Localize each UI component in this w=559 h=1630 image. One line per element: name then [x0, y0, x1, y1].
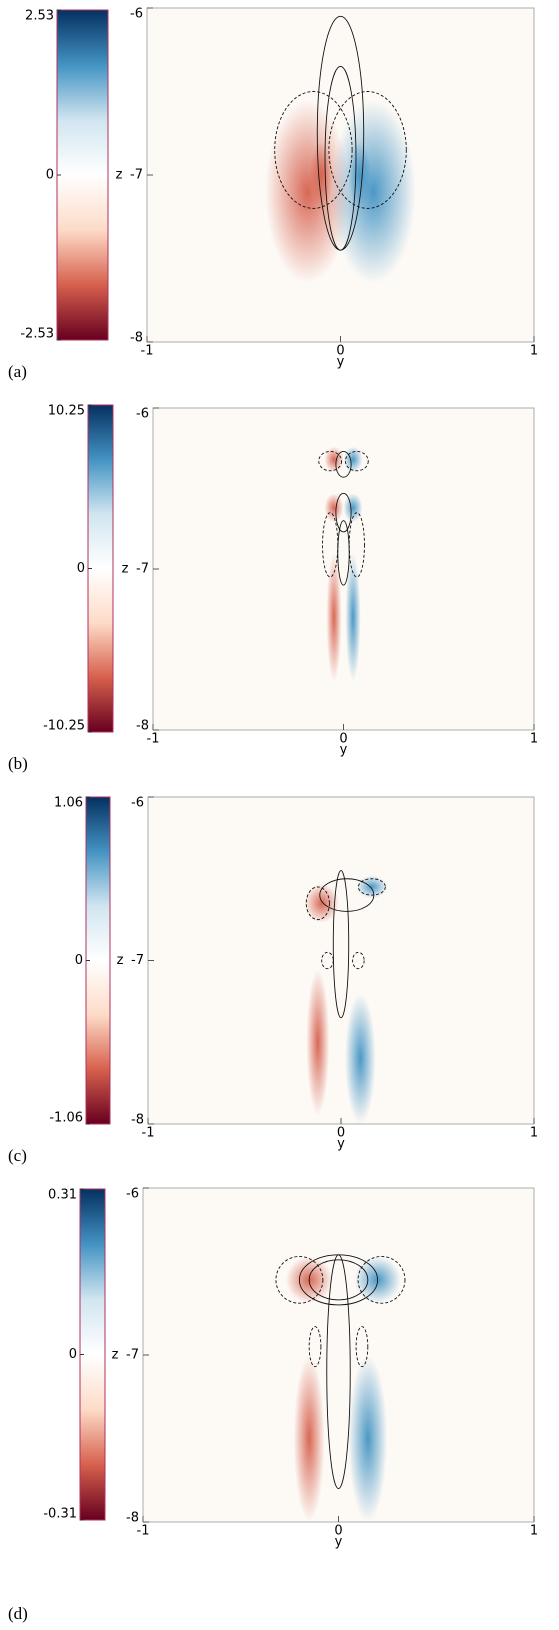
x-tick-label: 0	[336, 344, 344, 359]
plot-area	[148, 797, 534, 1124]
x-tick-label: 1	[530, 344, 538, 359]
contour	[308, 1326, 322, 1368]
x-axis-label: y	[337, 355, 345, 370]
contour	[324, 66, 357, 251]
field-blob	[343, 493, 363, 523]
colorbar-tick-label: -10.25	[43, 719, 85, 734]
contour	[318, 451, 343, 472]
x-tick-label: 1	[530, 732, 538, 747]
contour	[344, 451, 369, 472]
y-tick-label: -7	[131, 953, 144, 968]
y-tick-label: -6	[131, 796, 144, 811]
y-tick-label: -6	[126, 1187, 139, 1202]
contour	[321, 951, 334, 970]
y-tick-label: -8	[126, 1511, 139, 1526]
contour	[355, 1326, 369, 1368]
field-blob	[324, 446, 344, 473]
y-tick-label: -8	[131, 1113, 144, 1128]
field-blob	[304, 883, 340, 923]
y-tick-label: -6	[136, 407, 149, 422]
x-tick-label: 0	[337, 1126, 345, 1141]
x-tick-label: 1	[530, 1524, 538, 1539]
x-tick-label: -1	[147, 732, 160, 747]
x-axis-label: y	[337, 1137, 345, 1152]
contour	[348, 512, 365, 578]
panel: 0.31 0 -0.31 -6 -7 -8-1 0 1 y z (d)	[8, 1187, 538, 1623]
colorbar-tick-label: 0	[69, 1347, 77, 1362]
field	[304, 870, 388, 1124]
contour	[326, 1254, 351, 1490]
colorbar-tick-label: 2.53	[25, 9, 54, 24]
field-blob	[356, 875, 388, 899]
contour	[274, 91, 353, 209]
colorbar-tick-label: 0	[46, 168, 54, 183]
field-blob	[344, 993, 376, 1124]
x-axis-label: y	[340, 743, 348, 758]
field-blob	[293, 1355, 325, 1522]
panel: 1.06 0 -1.06 -6 -7 -8-1 0 1 y z (c)	[8, 796, 538, 1165]
x-axis-label: y	[335, 1535, 343, 1550]
colorbar	[87, 404, 114, 733]
y-axis-label: z	[116, 168, 123, 183]
field-blob	[345, 552, 361, 682]
y-tick-label: -7	[136, 562, 149, 577]
field-blob	[348, 1355, 388, 1522]
field-blob	[348, 141, 372, 209]
field	[265, 15, 416, 284]
panel-label: (c)	[8, 1146, 27, 1165]
x-tick-label: 0	[334, 1524, 342, 1539]
contour	[335, 451, 352, 478]
contour	[352, 951, 365, 970]
plot-area	[153, 408, 534, 730]
colorbar-tick-label: -1.06	[49, 1111, 83, 1126]
colorbar-tick-label: -2.53	[20, 327, 54, 342]
y-tick-label: -7	[126, 1348, 139, 1363]
field-blob	[265, 99, 351, 284]
y-axis-label: z	[122, 562, 129, 577]
panel: 10.25 0 -10.25 -6 -7 -8-1 0 1 y z (b)	[8, 404, 538, 773]
colorbar-tick-label: 0.31	[48, 1188, 77, 1203]
field-blob	[306, 968, 330, 1116]
colorbar-tick-label: 0	[75, 953, 83, 968]
x-tick-label: -1	[141, 344, 154, 359]
x-tick-label: -1	[137, 1524, 150, 1539]
field-blob	[343, 446, 363, 473]
colorbar-tick-label: -0.31	[43, 1507, 77, 1522]
field	[275, 1254, 406, 1522]
contour	[328, 91, 407, 209]
field-blob	[326, 552, 342, 682]
colorbar	[56, 9, 109, 341]
x-tick-label: 1	[530, 1126, 538, 1141]
y-axis-label: z	[117, 953, 124, 968]
plot-area	[143, 1188, 534, 1522]
panel-label: (b)	[8, 754, 28, 773]
y-axis-label: z	[112, 1348, 119, 1363]
y-tick-label: -7	[130, 168, 143, 183]
contour	[335, 492, 352, 533]
contour	[357, 878, 386, 896]
contour	[332, 870, 350, 1019]
contour	[322, 512, 339, 578]
x-tick-label: 0	[339, 732, 347, 747]
field-blob	[309, 141, 333, 209]
contour	[275, 1256, 324, 1304]
colorbar-tick-label: 1.06	[54, 796, 83, 811]
y-tick-label: -8	[136, 719, 149, 734]
colorbar	[79, 1188, 106, 1521]
contour	[305, 886, 330, 921]
panel: 2.53 0 -2.53 -6 -7 -8-1 0 1 y z (a)	[8, 7, 538, 381]
x-tick-label: -1	[142, 1126, 155, 1141]
colorbar-tick-label: 10.25	[48, 404, 85, 419]
field-blob	[330, 99, 416, 284]
y-tick-label: -6	[130, 7, 143, 22]
colorbar-tick-label: 0	[77, 561, 85, 576]
panel-label: (d)	[8, 1604, 28, 1623]
contour	[357, 1256, 406, 1304]
field	[318, 446, 369, 682]
contour	[308, 1259, 369, 1301]
y-tick-label: -8	[130, 331, 143, 346]
field-blob	[324, 493, 344, 523]
panel-label: (a)	[8, 362, 27, 381]
